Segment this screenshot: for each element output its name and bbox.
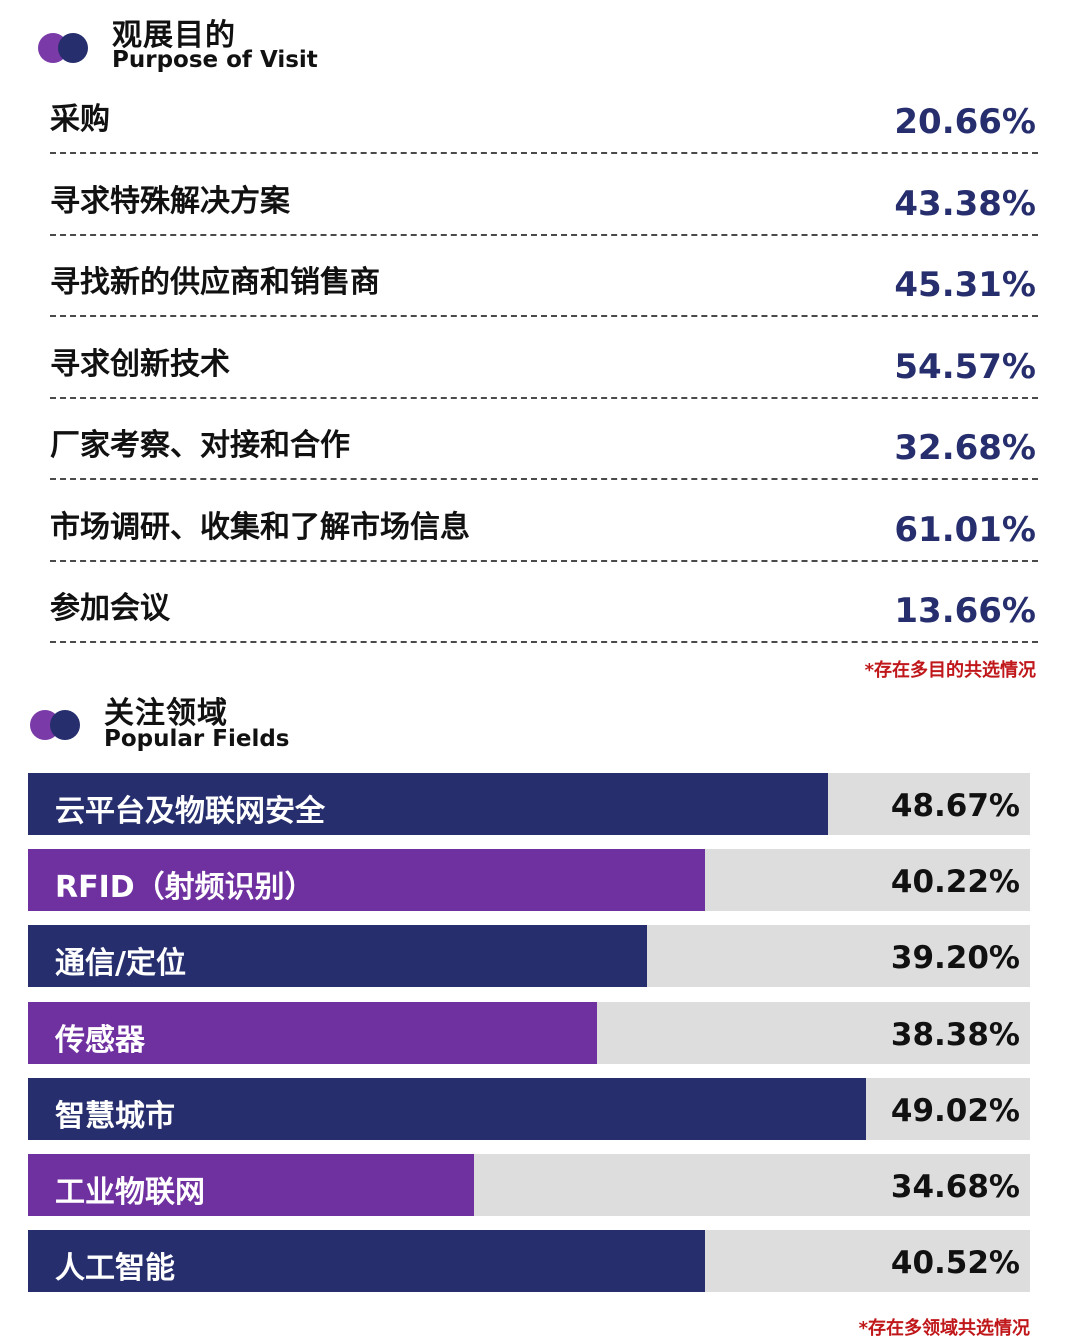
purpose-value: 32.68%: [894, 428, 1036, 468]
field-bar-label: 传感器: [55, 1022, 145, 1058]
field-bar: [28, 925, 648, 988]
purpose-row: 寻找新的供应商和销售商 45.31%: [50, 235, 1038, 317]
field-bar: [28, 849, 706, 912]
purpose-row: 厂家考察、对接和合作 32.68%: [50, 398, 1038, 480]
bullet-dots-icon: [30, 707, 90, 743]
purpose-row: 寻求特殊解决方案 43.38%: [50, 154, 1038, 236]
field-bar-label: RFID（射频识别）: [55, 870, 315, 906]
purpose-value: 20.66%: [894, 102, 1036, 142]
purpose-title-cn: 观展目的: [112, 18, 236, 53]
purpose-header: 观展目的 Purpose of Visit: [0, 0, 400, 90]
purpose-value: 54.57%: [894, 346, 1036, 387]
purpose-label: 寻求特殊解决方案: [50, 183, 290, 219]
purpose-label: 厂家考察、对接和合作: [50, 428, 350, 463]
field-bar-label: 工业物联网: [55, 1175, 205, 1210]
field-bar-value: 34.68%: [890, 1169, 1020, 1205]
field-bar-row: 传感器 38.38%: [28, 1001, 1030, 1064]
purpose-label: 参加会议: [50, 591, 170, 626]
bullet-dots-icon: [38, 30, 98, 66]
field-bar: [28, 773, 828, 835]
field-bar-row: 云平台及物联网安全 48.67%: [28, 773, 1030, 835]
purpose-value: 45.31%: [894, 265, 1036, 305]
purpose-note: *存在多目的共选情况: [864, 660, 1036, 681]
fields-header: 关注领域 Popular Fields: [0, 680, 400, 770]
purpose-row: 寻求创新技术 54.57%: [50, 317, 1038, 399]
navy-dot: [50, 710, 80, 740]
field-bar-value: 38.38%: [890, 1016, 1020, 1053]
purpose-value: 43.38%: [894, 183, 1036, 224]
field-bar: [28, 1230, 706, 1293]
field-bar-label: 人工智能: [55, 1251, 175, 1287]
purpose-row: 采购 20.66%: [50, 72, 1038, 154]
field-bar-label: 通信/定位: [55, 946, 186, 982]
field-bar-label: 智慧城市: [55, 1098, 175, 1134]
purpose-label: 市场调研、收集和了解市场信息: [50, 509, 470, 545]
fields-title-en: Popular Fields: [104, 726, 290, 752]
fields-note: *存在多领域共选情况: [858, 1318, 1030, 1339]
field-bar-value: 40.52%: [890, 1245, 1020, 1282]
field-bar-label: 云平台及物联网安全: [55, 794, 325, 829]
purpose-value: 13.66%: [894, 591, 1036, 631]
purpose-label: 采购: [50, 102, 110, 137]
fields-title-cn: 关注领域: [104, 696, 228, 731]
field-bar: [28, 1154, 474, 1216]
purpose-label: 寻求创新技术: [50, 346, 230, 382]
purpose-title-en: Purpose of Visit: [112, 47, 318, 73]
field-bar-value: 49.02%: [890, 1092, 1020, 1129]
purpose-value: 61.01%: [894, 509, 1036, 550]
field-bar: [28, 1001, 598, 1064]
field-bar-value: 48.67%: [890, 788, 1020, 824]
field-bar-row: 人工智能 40.52%: [28, 1230, 1030, 1293]
field-bar-row: RFID（射频识别） 40.22%: [28, 849, 1030, 912]
navy-dot: [58, 33, 88, 63]
field-bar-row: 工业物联网 34.68%: [28, 1154, 1030, 1216]
field-bar-value: 40.22%: [890, 864, 1020, 901]
purpose-row: 市场调研、收集和了解市场信息 61.01%: [50, 480, 1038, 562]
field-bar: [28, 1077, 866, 1140]
purpose-row: 参加会议 13.66%: [50, 561, 1038, 643]
field-bar-row: 通信/定位 39.20%: [28, 925, 1030, 988]
field-bar-row: 智慧城市 49.02%: [28, 1077, 1030, 1140]
purpose-label: 寻找新的供应商和销售商: [50, 265, 380, 300]
field-bar-value: 39.20%: [890, 940, 1020, 977]
